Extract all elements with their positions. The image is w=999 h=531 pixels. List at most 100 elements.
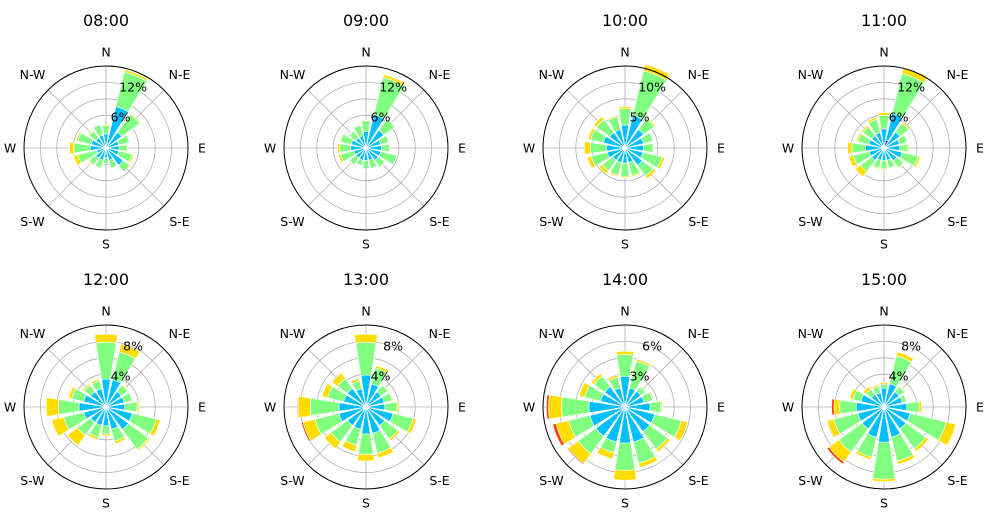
bar-S-SW-bin3 (855, 450, 873, 460)
bar-E-SE-bin3 (657, 156, 665, 170)
direction-label: S-E (169, 473, 189, 488)
direction-label: S (621, 237, 629, 252)
bar-S-SE-bin3 (896, 454, 916, 465)
direction-label: E (198, 400, 206, 415)
direction-label: N (620, 304, 629, 319)
radial-tick-label: 10% (638, 79, 666, 94)
radial-gridline (316, 98, 416, 198)
bar-E-bin2 (906, 401, 920, 413)
bar-S-bin2 (358, 433, 374, 455)
bar-W-bin3 (548, 394, 563, 420)
bar-E-NE-bin3 (649, 132, 655, 142)
direction-label: W (4, 400, 16, 415)
bar-E-SE-bin3 (913, 155, 921, 168)
direction-label: W (782, 400, 794, 415)
bar-E-NE-bin3 (648, 391, 655, 401)
bar-N-NW-bin3 (607, 374, 619, 382)
direction-label: N (620, 45, 629, 60)
bar-S-SE-bin3 (110, 165, 118, 170)
direction-label: N (361, 304, 370, 319)
direction-label: E (717, 141, 725, 156)
polar-frame (283, 65, 449, 231)
bar-N-NE-bin3 (123, 69, 149, 82)
bar-N-NE-bin3 (635, 358, 652, 368)
bar-S-bin2 (880, 160, 888, 170)
bar-NW-bin3 (87, 129, 95, 137)
bar-N-NE-bin3 (375, 365, 389, 374)
bar-E-bin2 (642, 143, 654, 153)
radial-tick-label: 8% (123, 338, 143, 353)
direction-label: E (458, 400, 466, 415)
bar-SW-bin3 (67, 427, 86, 446)
radial-gridline (299, 82, 432, 214)
direction-label: S-W (539, 473, 563, 488)
bar-E-SE-bin3 (673, 420, 689, 442)
bar-W-NW-bin3 (587, 127, 596, 141)
windrose-2: 10:00 5% 10% N N-E E S-E S S-W W N-W (523, 11, 725, 252)
direction-label: N-E (688, 67, 710, 82)
direction-label: N-W (20, 326, 46, 341)
direction-label: W (4, 141, 16, 156)
bar-W-NW-bin3 (849, 388, 858, 400)
bar-S-bin3 (620, 175, 630, 178)
bar-W-NW-bin3 (578, 382, 590, 398)
bar-SE-bin3 (655, 437, 671, 453)
radial-tick-label: 12% (119, 79, 147, 94)
bar-E-bin2 (118, 144, 128, 152)
direction-label: S-E (688, 214, 708, 229)
bar-N-bin3 (878, 112, 890, 116)
bar-E-bin3 (396, 401, 400, 413)
direction-label: N-E (688, 326, 710, 341)
bar-W-bin4 (296, 395, 300, 419)
bar-N-bin3 (615, 350, 635, 356)
radial-gridline (818, 82, 951, 214)
radial-gridline (56, 98, 156, 198)
bar-N-bin3 (879, 382, 889, 385)
bar-N-bin3 (618, 106, 632, 110)
windrose-3: 11:00 6% 12% N N-E E S-E S S-W W N-W (782, 11, 984, 252)
radial-gridline (559, 82, 692, 214)
bar-N-bin2 (878, 114, 890, 130)
radial-gridline (40, 82, 172, 214)
bar-SE-bin3 (388, 429, 401, 442)
direction-label: N (101, 304, 110, 319)
radial-tick-label: 6% (642, 338, 662, 353)
bar-W-NW-bin3 (339, 133, 345, 143)
bar-E-SE-bin3 (938, 421, 957, 446)
bar-W-bin3 (45, 397, 60, 417)
bar-E-SE-bin3 (128, 153, 135, 164)
radial-tick-label: 4% (889, 369, 909, 384)
bar-W-SW-bin3 (337, 153, 345, 164)
bar-W-NW-bin3 (321, 383, 333, 399)
bar-N-bin3 (94, 333, 118, 344)
direction-label: E (976, 400, 984, 415)
bar-E-bin3 (918, 400, 923, 414)
bar-S-bin2 (872, 441, 896, 480)
bar-W-bin3 (847, 141, 853, 155)
polar-frame (23, 324, 189, 490)
bar-S-SW-bin3 (341, 440, 358, 453)
bar-SE-bin3 (136, 437, 151, 452)
radial-tick-label: 12% (379, 79, 407, 94)
bar-S-bin2 (362, 160, 370, 170)
bar-W-bin3 (833, 398, 841, 416)
direction-label: S (362, 496, 370, 511)
windrose-0: 08:00 6% 12% N N-E E S-E S S-W W N-W (4, 11, 206, 252)
bar-S-SE-bin3 (113, 436, 127, 445)
bar-E-bin3 (136, 401, 140, 413)
bar-W-bin3 (69, 141, 75, 155)
bar-NE-bin2 (636, 386, 646, 396)
bar-S-bin2 (614, 442, 636, 471)
bar-W-NW-bin3 (75, 131, 82, 142)
chart-title: 10:00 (602, 11, 648, 30)
direction-label: S (880, 237, 888, 252)
bar-W-SW-bin3 (73, 154, 82, 166)
windrose-5: 13:00 4% 8% N N-E E S-E S S-W W N-W (264, 270, 466, 511)
bar-E-bin2 (380, 143, 390, 153)
direction-label: S-E (947, 214, 967, 229)
direction-label: E (458, 141, 466, 156)
bar-W-SW-bin3 (51, 416, 70, 437)
bar-N-NW-bin3 (867, 116, 878, 124)
direction-label: S-W (798, 214, 822, 229)
